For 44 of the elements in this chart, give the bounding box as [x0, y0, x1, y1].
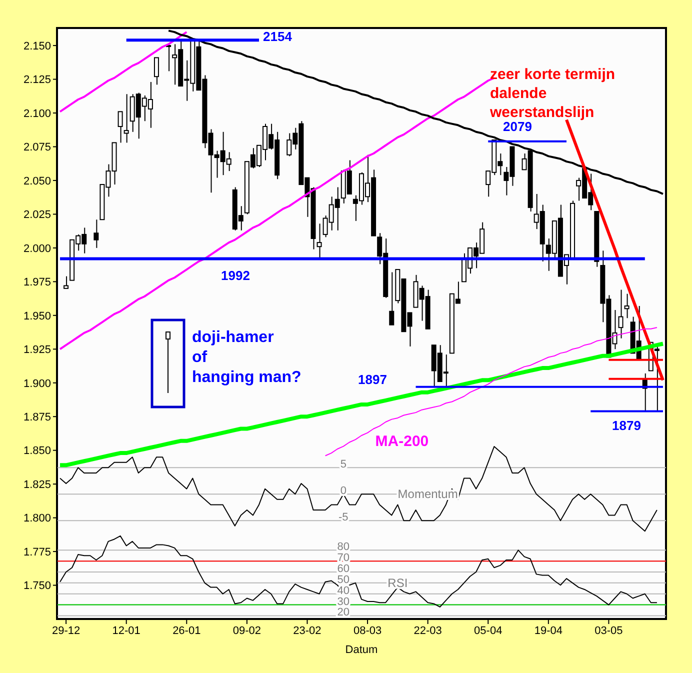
y2-tick-label: -5	[338, 512, 348, 524]
y-tick-label: 2.000	[23, 242, 51, 255]
series-label: MA-200	[375, 433, 429, 450]
y-tick-label: 2.100	[23, 108, 51, 120]
y-tick-label: 1.825	[23, 478, 51, 491]
y-tick-label: 1.925	[23, 344, 51, 356]
annotation: zeer korte termijn dalende weerstandslijn	[490, 64, 616, 122]
annotation: 2154	[263, 29, 292, 45]
x-tick-label: 03-05	[594, 624, 623, 637]
y2-tick-label: 0	[340, 485, 346, 498]
y3-tick-label: 60	[337, 563, 350, 575]
x-tick-label: 29-12	[52, 624, 80, 637]
y2-tick-label: 5	[340, 458, 346, 471]
x-tick-label: 23-02	[293, 624, 322, 637]
y-tick-label: 1.900	[23, 378, 51, 390]
y-tick-label: 1.875	[23, 412, 51, 424]
annotation: doji-hamer of hanging man?	[192, 328, 302, 388]
annotation: 1897	[358, 372, 387, 388]
y-tick-label: 2.025	[23, 209, 51, 222]
annotation: 2079	[503, 119, 532, 135]
x-tick-label: 09-02	[232, 624, 262, 637]
x-tick-label: 08-03	[353, 624, 382, 637]
x-tick-label: 05-04	[474, 624, 502, 637]
y3-axis-title: RSI	[388, 576, 408, 590]
x-tick-label: 19-04	[534, 624, 562, 637]
y-tick-label: 1.950	[23, 310, 51, 322]
y-tick-label: 2.125	[23, 74, 51, 86]
y-tick-label: 2.075	[23, 142, 51, 154]
annotation: 1879	[612, 418, 641, 434]
annotation: 1992	[221, 268, 250, 284]
y3-tick-label: 50	[337, 574, 350, 586]
y3-tick-label: 20	[337, 606, 350, 619]
y-tick-label: 1.975	[23, 276, 51, 289]
y-tick-label: 1.850	[23, 445, 51, 458]
y-tick-label: 1.750	[23, 580, 51, 592]
y-tick-label: 2.050	[23, 175, 51, 188]
y-tick-label: 1.775	[23, 546, 51, 558]
x-axis-title: Datum	[345, 644, 378, 656]
y-tick-label: 1.800	[23, 512, 51, 525]
x-tick-label: 12-01	[112, 624, 140, 637]
y3-tick-label: 80	[337, 541, 350, 554]
x-tick-label: 22-03	[414, 624, 442, 637]
x-tick-label: 26-01	[172, 624, 201, 637]
y-tick-label: 2.150	[23, 40, 51, 52]
